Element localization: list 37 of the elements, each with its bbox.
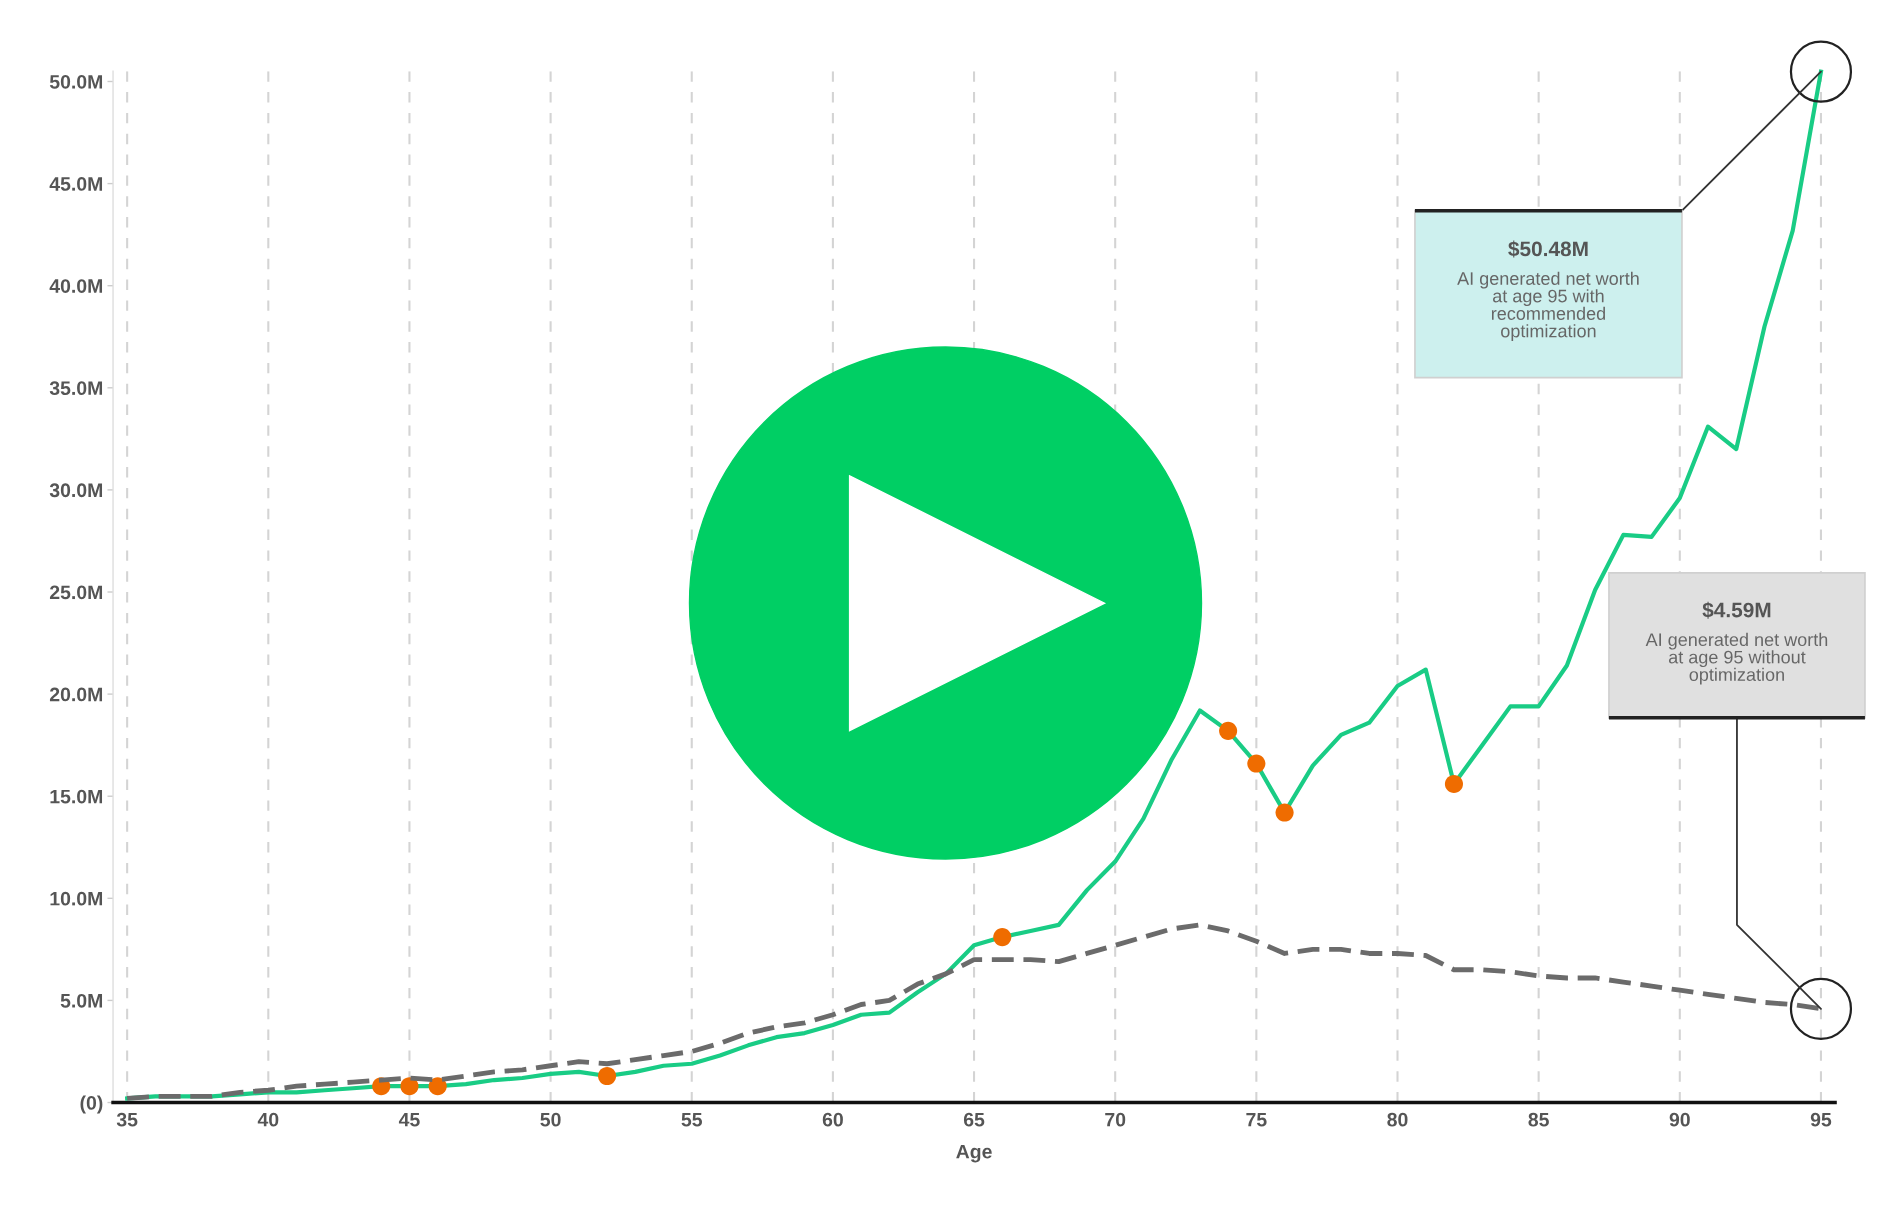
point (428, 1077, 447, 1096)
annotation: $50.48M (1508, 240, 1588, 258)
x-tick-label: 35 (116, 1112, 138, 1127)
y-tick-label: 45.0M (49, 177, 103, 191)
point (1219, 721, 1238, 740)
x-tick-label: 55 (681, 1112, 703, 1127)
y-tick-label: 50.0M (49, 74, 103, 89)
point (1247, 754, 1266, 773)
annotation: AI generated net worth at age 95 with recommended optimization (1457, 271, 1639, 341)
x-tick-label: 85 (1528, 1112, 1549, 1127)
x-tick-label: 80 (1387, 1112, 1408, 1127)
point (400, 1077, 419, 1096)
x-tick-label: 60 (822, 1112, 843, 1127)
y-tick-label: 5.0M (60, 993, 103, 1008)
x-tick-label: 90 (1669, 1112, 1690, 1127)
x-tick-label: 50 (540, 1112, 561, 1127)
point (1275, 803, 1294, 822)
x-tick-label: 40 (257, 1112, 279, 1127)
annotation: AI generated net worth at age 95 without optimization (1645, 632, 1828, 685)
x-axis-title: Age (956, 1144, 992, 1163)
annotation: $4.59M (1702, 601, 1771, 619)
y-tick-label: (0) (80, 1095, 103, 1114)
x-tick-label: 65 (963, 1112, 985, 1127)
point (1444, 774, 1464, 794)
x-tick-label: 95 (1810, 1112, 1832, 1127)
y-tick-label: 30.0M (49, 483, 103, 498)
y-tick-label: 15.0M (50, 789, 103, 804)
x-tick-label: 75 (1246, 1112, 1267, 1127)
x-tick-label: 45 (398, 1112, 420, 1127)
y-tick-label: 20.0M (49, 687, 103, 702)
y-tick-label: 40.0M (49, 279, 103, 293)
point (993, 928, 1012, 947)
x-tick-label: 70 (1105, 1112, 1126, 1127)
y-tick-label: 35.0M (49, 381, 103, 396)
y-tick-label: 10.0M (50, 891, 103, 906)
point (598, 1066, 617, 1086)
y-tick-label: 25.0M (49, 585, 103, 600)
